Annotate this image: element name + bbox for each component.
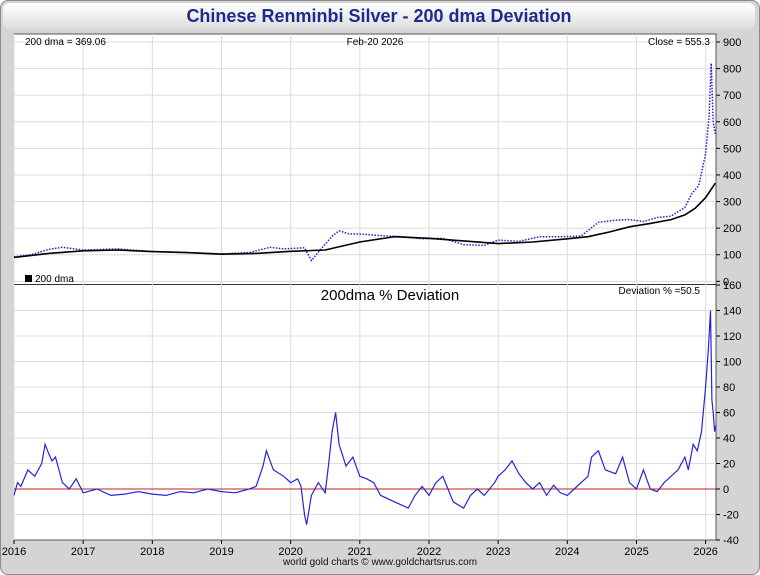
price-tick-label: 700 [723,90,741,102]
title-bar: Chinese Renminbi Silver - 200 dma Deviat… [3,3,755,29]
deviation-series-group [13,310,717,525]
price-tick-label: 400 [723,170,741,182]
price-tick-label: 500 [723,143,741,155]
year-tick-label: 2016 [2,546,26,558]
year-tick-label: 2018 [140,546,164,558]
price-series-group [13,63,717,262]
price-tick-label: 900 [723,37,741,49]
year-tick-label: 2020 [278,546,302,558]
deviation-tick-label: 80 [723,382,735,394]
deviation-title: 200dma % Deviation [321,287,459,304]
deviation-tick-label: 120 [723,331,741,343]
chart-title: Chinese Renminbi Silver - 200 dma Deviat… [186,5,572,26]
price-tick-label: 100 [723,250,741,262]
deviation-tick-label: -20 [723,510,739,522]
price-tick-label: 800 [723,64,741,76]
date-label: Feb-20 2026 [347,37,404,48]
deviation-tick-label: 20 [723,459,735,471]
price-tick-label: 200 [723,223,741,235]
year-tick-label: 2026 [693,546,717,558]
deviation-tick-label: 140 [723,306,741,318]
deviation-tick-label: 60 [723,408,735,420]
dma-series-line [13,182,716,259]
year-tick-label: 2019 [209,546,233,558]
deviation-tick-label: 160 [723,280,741,292]
plot-area [13,33,717,541]
year-tick-label: 2023 [486,546,510,558]
dma-legend-label: 200 dma [35,274,74,285]
price-tick-label: 300 [723,197,741,209]
deviation-value-label: Deviation % =50.5 [619,286,701,297]
year-tick-label: 2021 [348,546,372,558]
deviation-tick-label: -40 [723,535,739,547]
deviation-tick-label: 0 [723,484,729,496]
dma-value-label: 200 dma = 369.06 [25,37,106,48]
close-value-label: Close = 555.3 [648,37,710,48]
deviation-tick-label: 100 [723,357,741,369]
dma-legend-swatch [25,275,32,282]
year-tick-label: 2024 [555,546,579,558]
grid-lines [13,34,716,540]
time-axis: 2016 2017 2018 2019 2020 2021 2022 2023 2024 2025… [2,540,718,558]
year-tick-label: 2017 [71,546,95,558]
price-axis: 0 100 200 300 400 500 600 700 800 900 [716,37,741,288]
deviation-series-line [13,310,717,525]
footer-credit: world gold charts © www.goldchartsrus.co… [282,557,478,568]
year-tick-label: 2025 [624,546,648,558]
deviation-axis: -40 -20 0 20 40 60 80 100 120 140 160 [716,280,741,547]
deviation-tick-label: 40 [723,433,735,445]
price-tick-label: 600 [723,117,741,129]
year-tick-label: 2022 [417,546,441,558]
price-tick-label: 0 [723,276,729,288]
